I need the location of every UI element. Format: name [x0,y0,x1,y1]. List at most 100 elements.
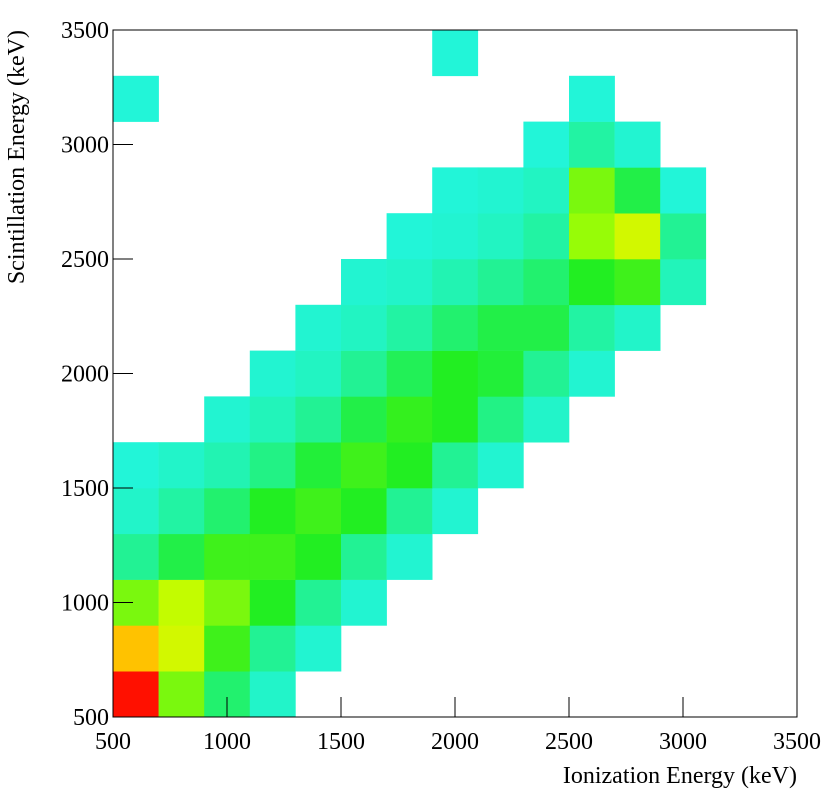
x-tick-label: 1000 [203,729,251,755]
cell [660,396,706,442]
cell [341,259,387,306]
cell [523,442,569,488]
x-tick-label: 3000 [659,729,707,755]
y-tick-label: 500 [73,705,109,731]
cell [432,350,479,397]
cell [113,533,159,580]
cell [569,442,615,488]
cell [113,488,159,535]
cell [204,122,250,168]
cell [660,259,707,306]
cell [751,213,797,259]
cell [660,213,707,260]
cell [387,167,433,213]
cell [386,533,433,580]
cell [250,167,296,213]
cell [706,625,752,671]
cell [204,30,250,76]
cell [706,351,752,397]
cell [523,488,569,534]
cell [569,304,615,351]
cell [249,671,296,718]
cell [569,121,615,168]
cell [569,167,615,214]
cell [432,213,479,260]
cell [523,625,569,671]
cell [387,122,433,168]
cell [432,304,479,351]
cell [751,351,797,397]
cell [706,213,752,259]
cell [751,122,797,168]
cell [341,30,387,76]
cell [204,442,251,489]
cell [477,396,524,443]
cell [432,534,478,580]
cell [341,442,387,489]
cell [477,350,524,397]
x-tick-label: 2000 [431,729,479,755]
cell [295,442,342,489]
cell [249,625,296,672]
cell [159,213,205,259]
cell [387,671,433,717]
cell [477,304,524,351]
cell [751,625,797,671]
cell [523,396,570,443]
cell [660,167,707,214]
cell [204,76,250,122]
cell [249,579,296,626]
cell [387,580,433,626]
cell [432,259,479,306]
cell [569,75,615,122]
cell [159,305,205,351]
cell [569,259,615,306]
cell [706,30,752,76]
cell [751,671,797,717]
cell [477,167,524,214]
cell [341,533,387,580]
cell [250,30,296,76]
cell [751,488,797,534]
cell [295,304,342,351]
cell [478,625,524,671]
y-tick-label: 3000 [61,133,109,159]
cell [158,671,205,718]
cell [113,305,159,351]
cell [113,442,159,489]
cell [751,30,797,76]
cell [751,396,797,442]
cell [341,396,387,443]
cell [569,580,615,626]
cell [615,671,661,717]
cell [113,396,159,442]
cell [660,76,706,122]
x-tick-label: 2500 [545,729,593,755]
cell [523,534,569,580]
cell [660,534,706,580]
cell [295,30,341,76]
cell [660,625,706,671]
cell [523,167,570,214]
cell [341,350,387,397]
cell [478,76,524,122]
cell [615,442,661,488]
cell [249,396,296,443]
cell [478,671,524,717]
cell [250,122,296,168]
cell [386,488,433,535]
cell [250,76,296,122]
cell [159,122,205,168]
y-tick-label: 2000 [61,362,109,388]
cell [569,396,615,442]
cell [249,533,296,580]
cell [204,579,251,626]
cell [706,671,752,717]
cell [614,167,661,214]
cell [204,351,250,397]
heatmap [113,30,797,718]
cell [250,305,296,351]
cell [159,30,205,76]
cell [295,533,342,580]
